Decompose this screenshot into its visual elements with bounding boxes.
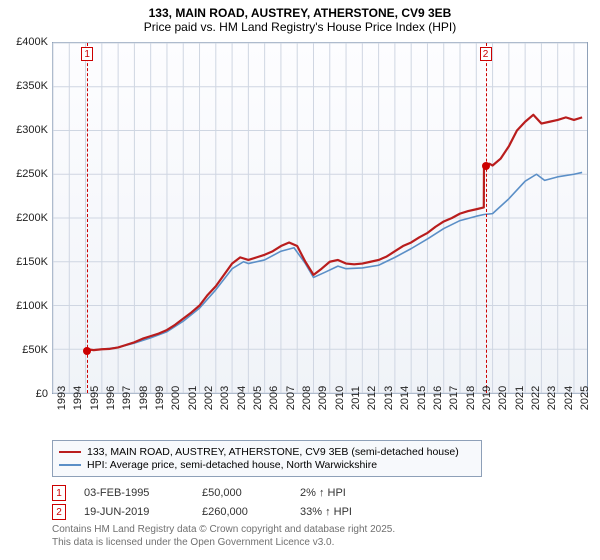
x-tick-label: 2020 [497, 386, 509, 410]
attribution-line-2: This data is licensed under the Open Gov… [52, 537, 395, 550]
x-tick-label: 1997 [121, 386, 133, 410]
x-tick-label: 2003 [219, 386, 231, 410]
y-tick-label: £200K [16, 212, 48, 224]
sale-row-1: 1 03-FEB-1995 £50,000 2% ↑ HPI [52, 485, 390, 501]
sale-date-2: 19-JUN-2019 [84, 506, 184, 518]
sale-marker-box-2: 2 [52, 504, 66, 520]
x-tick-label: 1996 [105, 386, 117, 410]
sale-marker-box-1: 1 [52, 485, 66, 501]
title-line-1: 133, MAIN ROAD, AUSTREY, ATHERSTONE, CV9… [0, 6, 600, 20]
x-tick-label: 2005 [252, 386, 264, 410]
chart-svg [53, 43, 587, 393]
y-tick-label: £100K [16, 300, 48, 312]
x-tick-label: 2016 [432, 386, 444, 410]
sale-pct-1: 2% ↑ HPI [300, 487, 390, 499]
x-tick-label: 2006 [268, 386, 280, 410]
x-tick-label: 2023 [546, 386, 558, 410]
x-tick-label: 2022 [530, 386, 542, 410]
series-line-price_paid [87, 115, 582, 350]
x-tick-label: 1995 [89, 386, 101, 410]
legend: 133, MAIN ROAD, AUSTREY, ATHERSTONE, CV9… [52, 440, 482, 477]
sale-price-2: £260,000 [202, 506, 282, 518]
sale-price-1: £50,000 [202, 487, 282, 499]
legend-label-1: 133, MAIN ROAD, AUSTREY, ATHERSTONE, CV9… [87, 446, 459, 458]
sale-pct-2: 33% ↑ HPI [300, 506, 390, 518]
x-tick-label: 2014 [399, 386, 411, 410]
sale-marker-1: 1 [81, 47, 93, 61]
legend-swatch-2 [59, 464, 81, 466]
x-tick-label: 2021 [514, 386, 526, 410]
x-tick-label: 2018 [465, 386, 477, 410]
x-tick-label: 2002 [203, 386, 215, 410]
sale-date-1: 03-FEB-1995 [84, 487, 184, 499]
legend-swatch-1 [59, 451, 81, 453]
x-tick-label: 1999 [154, 386, 166, 410]
y-tick-label: £400K [16, 36, 48, 48]
attribution: Contains HM Land Registry data © Crown c… [52, 524, 395, 549]
x-tick-label: 2010 [334, 386, 346, 410]
sale-row-2: 2 19-JUN-2019 £260,000 33% ↑ HPI [52, 504, 390, 520]
sales-table: 1 03-FEB-1995 £50,000 2% ↑ HPI 2 19-JUN-… [52, 482, 390, 523]
legend-item-price-paid: 133, MAIN ROAD, AUSTREY, ATHERSTONE, CV9… [59, 446, 475, 458]
x-tick-label: 2012 [366, 386, 378, 410]
x-tick-label: 1998 [138, 386, 150, 410]
x-tick-label: 2009 [317, 386, 329, 410]
title-line-2: Price paid vs. HM Land Registry's House … [0, 20, 600, 34]
x-tick-label: 2004 [236, 386, 248, 410]
legend-item-hpi: HPI: Average price, semi-detached house,… [59, 459, 475, 471]
y-tick-label: £300K [16, 124, 48, 136]
x-tick-label: 2019 [481, 386, 493, 410]
y-tick-label: £0 [36, 388, 48, 400]
x-tick-label: 2024 [563, 386, 575, 410]
attribution-line-1: Contains HM Land Registry data © Crown c… [52, 524, 395, 537]
x-tick-label: 2007 [285, 386, 297, 410]
x-tick-label: 2025 [579, 386, 591, 410]
x-tick-label: 1994 [72, 386, 84, 410]
x-tick-label: 2000 [170, 386, 182, 410]
sale-dot-1 [83, 347, 91, 355]
y-tick-label: £350K [16, 80, 48, 92]
x-tick-label: 2013 [383, 386, 395, 410]
y-tick-label: £150K [16, 256, 48, 268]
sale-vline-2 [486, 43, 487, 393]
x-tick-label: 2015 [416, 386, 428, 410]
y-tick-label: £250K [16, 168, 48, 180]
x-tick-label: 2008 [301, 386, 313, 410]
y-tick-label: £50K [22, 344, 48, 356]
sale-dot-2 [482, 162, 490, 170]
x-tick-label: 2001 [187, 386, 199, 410]
chart-title-block: 133, MAIN ROAD, AUSTREY, ATHERSTONE, CV9… [0, 0, 600, 36]
sale-marker-2: 2 [480, 47, 492, 61]
x-tick-label: 1993 [56, 386, 68, 410]
legend-label-2: HPI: Average price, semi-detached house,… [87, 459, 377, 471]
x-tick-label: 2017 [448, 386, 460, 410]
sale-vline-1 [87, 43, 88, 393]
chart-plot-area: 12 [52, 42, 588, 394]
x-tick-label: 2011 [350, 386, 362, 410]
